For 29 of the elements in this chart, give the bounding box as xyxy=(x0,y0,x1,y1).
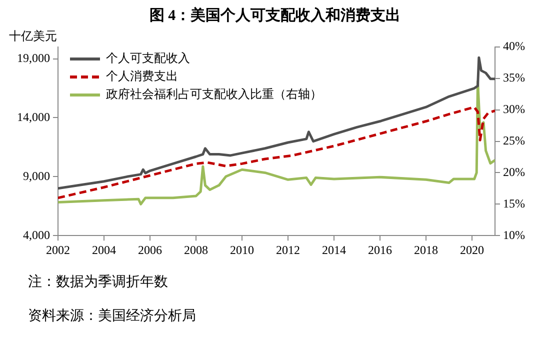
x-tick-label: 2002 xyxy=(46,242,70,257)
y-tick-label: 14,000 xyxy=(17,110,50,124)
x-tick-label: 2008 xyxy=(184,242,208,257)
x-tick-label: 2006 xyxy=(138,242,162,257)
chart-title: 图 4：美国个人可支配收入和消费支出 xyxy=(148,6,402,25)
text: 资料来源：美国经济分析局 xyxy=(28,307,197,325)
y-tick-label: 9,000 xyxy=(23,168,50,183)
y2-tick-label: 20% xyxy=(503,164,526,179)
y2-tick-label: 30% xyxy=(503,102,526,116)
x-tick-label: 2014 xyxy=(322,242,346,257)
line-series xyxy=(58,106,496,200)
legend-label: 个人消费支出 xyxy=(106,69,178,84)
y-tick-label: 19,000 xyxy=(17,50,50,65)
x-tick-label: 2018 xyxy=(414,242,438,257)
y-tick-label: 4,000 xyxy=(23,228,50,242)
x-tick-label: 2004 xyxy=(92,242,116,257)
y2-tick-label: 15% xyxy=(503,196,526,210)
y2-tick-label: 35% xyxy=(503,70,526,85)
y2-tick-label: 40% xyxy=(503,39,526,54)
x-tick-label: 2010 xyxy=(230,242,254,257)
x-tick-label: 2020 xyxy=(460,242,484,257)
x-tick-label: 2016 xyxy=(368,242,392,257)
y-axis-title: 十亿美元 xyxy=(9,29,57,44)
legend-label: 个人可支配收入 xyxy=(106,51,190,66)
text: 注：数据为季调折年数 xyxy=(28,273,169,291)
y2-tick-label: 25% xyxy=(503,133,526,148)
x-tick-label: 2012 xyxy=(276,242,300,257)
y2-tick-label: 10% xyxy=(503,228,526,242)
legend-label: 政府社会福利占可支配收入比重（右轴） xyxy=(106,87,322,102)
